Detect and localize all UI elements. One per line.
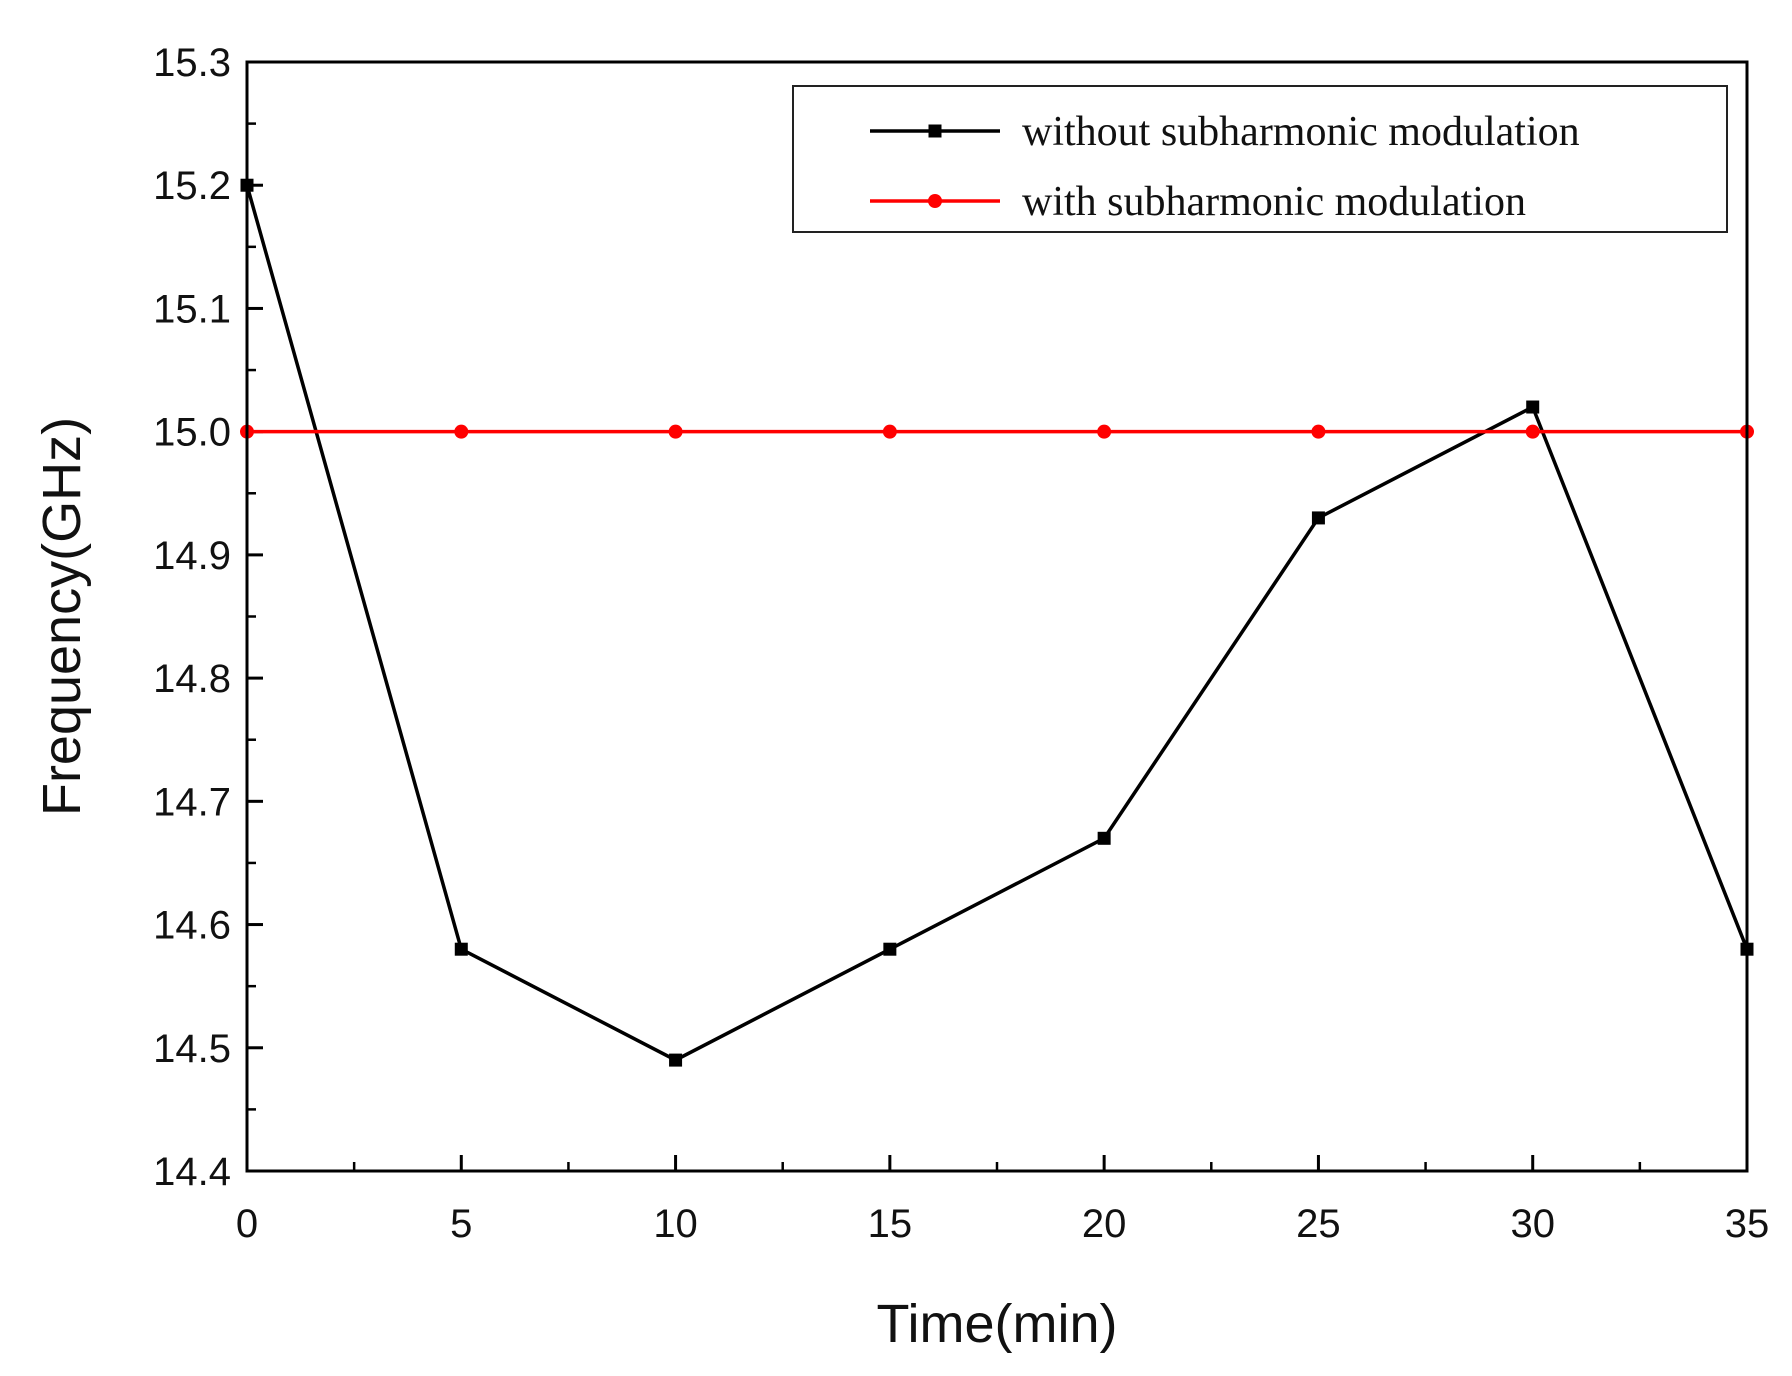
y-tick-label: 15.3	[153, 41, 231, 85]
x-tick-label: 30	[1510, 1202, 1555, 1246]
legend-marker-circle	[928, 194, 942, 208]
data-point-circle	[454, 424, 469, 439]
y-tick-label: 15.2	[153, 164, 231, 208]
series-layer	[240, 178, 1754, 1067]
data-point-square	[669, 1053, 683, 1067]
data-point-circle	[1311, 424, 1326, 439]
y-tick-label: 14.8	[153, 657, 231, 701]
tick-labels: 0 5 10 15 20 25 30 35 14.4 14.5 14.6 14.7 14.8 14.9 15…	[153, 41, 1769, 1246]
x-tick-label: 25	[1296, 1202, 1341, 1246]
legend-marker-square	[928, 124, 942, 138]
data-point-square	[883, 942, 897, 956]
x-axis-title: Time(min)	[877, 1294, 1118, 1354]
y-tick-label: 14.7	[153, 780, 231, 824]
data-point-square	[454, 942, 468, 956]
x-tick-label: 0	[236, 1202, 258, 1246]
y-tick-label: 15.0	[153, 411, 231, 455]
data-point-square	[1526, 400, 1540, 414]
data-point-circle	[668, 424, 683, 439]
x-tick-label: 15	[868, 1202, 913, 1246]
data-point-circle	[1097, 424, 1112, 439]
legend-box	[792, 85, 1728, 233]
series-line	[245, 184, 1749, 1063]
y-tick-label: 15.1	[153, 287, 231, 331]
x-tick-label: 20	[1082, 1202, 1127, 1246]
x-tick-label: 10	[653, 1202, 698, 1246]
y-tick-label: 14.6	[153, 904, 231, 948]
series-without-subharmonic	[240, 178, 1754, 1067]
data-point-square	[1097, 831, 1111, 845]
plot-frame	[245, 60, 1749, 1173]
y-tick-label: 14.9	[153, 534, 231, 578]
minor-ticks	[247, 122, 1642, 1171]
x-tick-label: 35	[1725, 1202, 1770, 1246]
data-point-circle	[1525, 424, 1540, 439]
y-tick-label: 14.4	[153, 1150, 231, 1194]
legend-label-with: with subharmonic modulation	[1022, 179, 1526, 225]
data-point-square	[1311, 511, 1325, 525]
y-tick-label: 14.5	[153, 1027, 231, 1071]
x-tick-label: 5	[450, 1202, 472, 1246]
y-axis-title: Frequency(GHz)	[32, 417, 92, 816]
data-point-circle	[882, 424, 897, 439]
legend: without subharmonic modulation with subh…	[792, 85, 1728, 233]
series-with-subharmonic	[240, 424, 1754, 439]
legend-label-without: without subharmonic modulation	[1022, 109, 1580, 155]
